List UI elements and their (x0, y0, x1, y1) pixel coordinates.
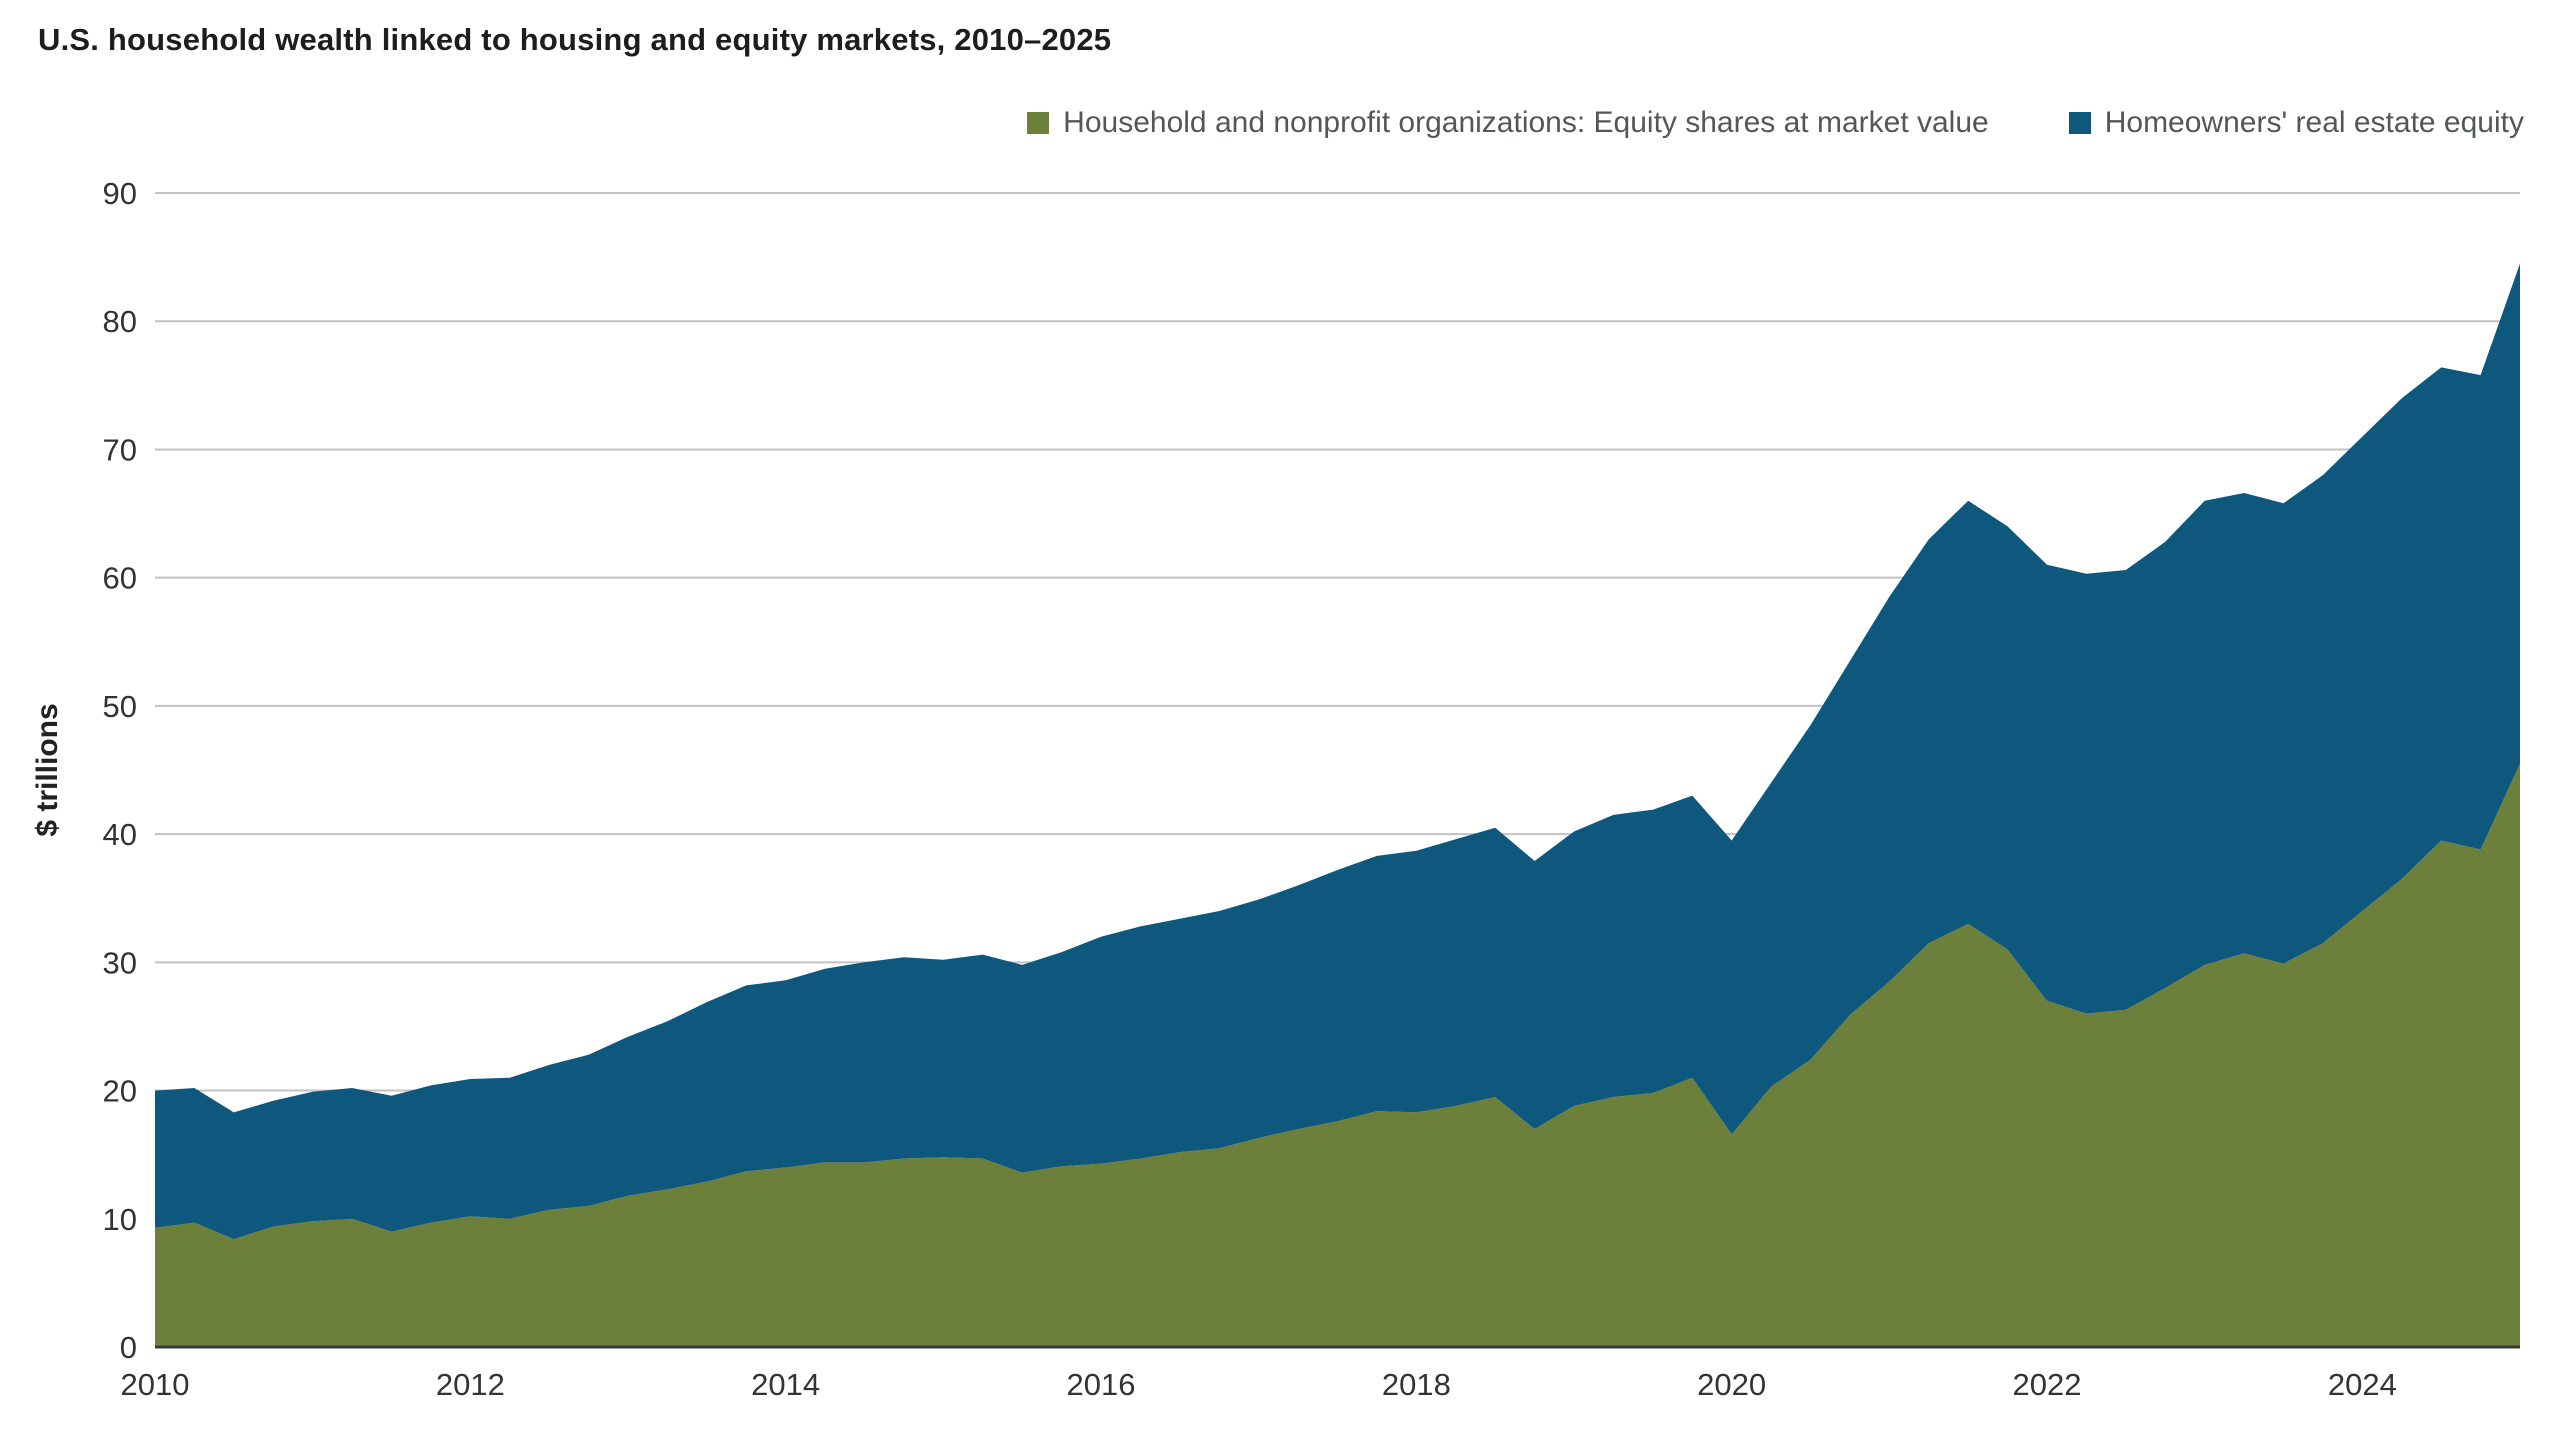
legend-swatch-real-estate-equity (2068, 112, 2091, 134)
x-tick-label: 2016 (1067, 1367, 1136, 1402)
y-tick-label: 30 (103, 945, 137, 980)
x-tick-label: 2020 (1697, 1367, 1766, 1402)
y-tick-label: 40 (103, 817, 137, 852)
x-tick-label: 2010 (121, 1367, 190, 1402)
y-tick-label: 20 (103, 1074, 137, 1109)
legend-label-real-estate-equity: Homeowners' real estate equity (2104, 106, 2524, 139)
y-tick-label: 70 (103, 432, 137, 467)
legend-item-equity-shares: Household and nonprofit organizations: E… (1027, 106, 1989, 140)
x-tick-label: 2018 (1382, 1367, 1451, 1402)
chart-legend: Household and nonprofit organizations: E… (1027, 106, 2524, 140)
area-equity-shares (155, 763, 2520, 1347)
chart-title: U.S. household wealth linked to housing … (38, 22, 1112, 57)
y-tick-label: 10 (103, 1202, 137, 1237)
x-tick-label: 2014 (751, 1367, 820, 1402)
y-tick-label: 60 (103, 561, 137, 596)
legend-label-equity-shares: Household and nonprofit organizations: E… (1063, 106, 1989, 139)
legend-swatch-equity-shares (1027, 112, 1050, 134)
x-tick-label: 2024 (2328, 1367, 2397, 1402)
y-tick-label: 90 (103, 176, 137, 211)
x-tick-label: 2022 (2013, 1367, 2082, 1402)
area-real-estate-equity (155, 263, 2520, 1240)
legend-item-real-estate-equity: Homeowners' real estate equity (2068, 106, 2524, 140)
y-tick-label: 0 (120, 1330, 137, 1365)
x-tick-label: 2012 (436, 1367, 505, 1402)
y-tick-label: 50 (103, 689, 137, 724)
y-tick-label: 80 (103, 304, 137, 339)
